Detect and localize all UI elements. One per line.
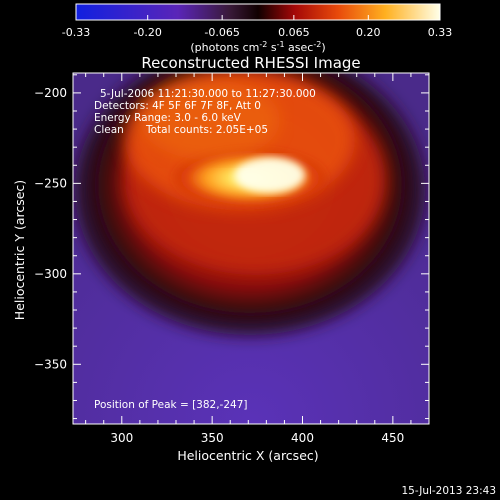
annotation-counts: Total counts: 2.05E+05 [145, 124, 268, 136]
plot-frame [72, 72, 430, 425]
colorbar-tick-label: 0.20 [356, 26, 381, 39]
footer-timestamp: 15-Jul-2013 23:43 [401, 485, 496, 497]
colorbar-tick-label: -0.20 [133, 26, 161, 39]
colorbar: -0.33 -0.20 -0.065 0.065 0.20 0.33 (photons c… [62, 3, 452, 54]
y-tick-label: −350 [34, 357, 67, 371]
annotation-clean: Clean [94, 124, 124, 136]
annotation-energy: Energy Range: 3.0 - 6.0 keV [94, 112, 242, 124]
colorbar-ticks: -0.33 -0.20 -0.065 0.065 0.20 0.33 [62, 15, 452, 39]
annotation-peak: Position of Peak = [382,-247] [94, 399, 248, 411]
colorbar-gradient [75, 3, 441, 21]
annotations: 5-Jul-2006 11:21:30.000 to 11:27:30.000 … [94, 88, 316, 411]
colorbar-units: (photons cm-2 s-1 asec-2) [190, 40, 325, 54]
chart-title: Reconstructed RHESSI Image [141, 54, 360, 72]
colorbar-tick-label: -0.065 [204, 26, 239, 39]
annotation-time: 5-Jul-2006 11:21:30.000 to 11:27:30.000 [100, 88, 316, 100]
peak-hotspot [235, 157, 305, 193]
colorbar-tick-label: 0.33 [428, 26, 453, 39]
x-tick-label: 450 [381, 431, 404, 445]
y-tick-label: −200 [34, 86, 67, 100]
y-tick-label: −300 [34, 267, 67, 281]
x-tick-label: 350 [201, 431, 224, 445]
colorbar-tick-label: -0.33 [62, 26, 90, 39]
axis-ticks: 300 350 400 450 −200 −250 −300 −350 [34, 73, 430, 445]
x-tick-label: 400 [291, 431, 314, 445]
x-tick-label: 300 [110, 431, 133, 445]
x-axis-label: Heliocentric X (arcsec) [177, 448, 318, 463]
heatmap-image [73, 73, 429, 424]
colorbar-tick-label: 0.065 [278, 26, 310, 39]
annotation-detectors: Detectors: 4F 5F 6F 7F 8F, Att 0 [94, 100, 261, 112]
y-tick-label: −250 [34, 176, 67, 190]
y-axis-label: Heliocentric Y (arcsec) [12, 180, 27, 320]
